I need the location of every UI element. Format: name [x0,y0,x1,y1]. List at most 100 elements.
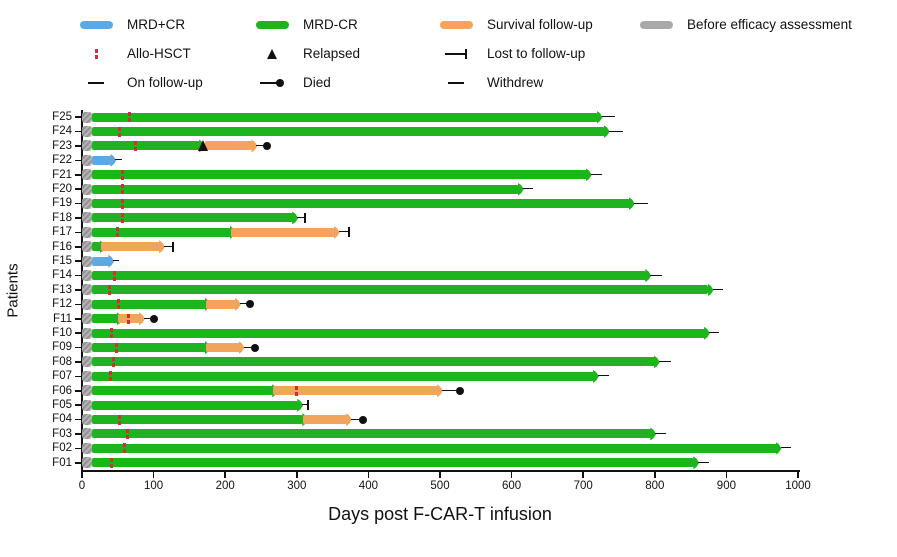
mrd-neg-cr-icon [255,20,289,29]
segment-green [92,127,605,137]
y-tick-label: F16 [52,240,72,253]
terminal-line-died [350,418,363,420]
x-tick-label: 300 [287,480,307,492]
y-tick-label: F22 [52,154,72,167]
segment-before [82,270,93,282]
segment-before [82,198,93,210]
y-tick-label: F13 [52,283,72,296]
terminal-line-lost_to_follow_up [302,404,309,406]
patient-row-F07 [82,369,798,383]
x-tick-label: 100 [144,480,164,492]
y-tick [75,188,81,190]
segment-end-cap [628,197,635,211]
terminal-line-on_follow_up [601,116,616,118]
segment-orange [205,299,236,309]
legend-marker-wrap [438,20,474,29]
y-tick [75,159,81,162]
segment-end-cap [517,182,524,196]
y-tick-label: F04 [52,413,72,426]
x-tick [296,472,298,478]
legend-item-relapsed: Relapsed [254,46,438,61]
patient-row-F05 [82,398,798,412]
allo-hsct-marker [120,212,124,223]
before-efficacy-assessment-icon [639,20,673,29]
y-tick-label: F02 [52,442,72,455]
terminal-line-withdrew [113,260,120,262]
legend-item-mrd-pos-cr: MRD+CR [78,17,254,32]
segment-before [82,140,93,152]
y-tick [75,318,81,320]
segment-end-cap [234,297,241,311]
segment-green [92,170,587,180]
segment-before [82,183,93,195]
x-tick-label: 800 [645,480,665,492]
segment-green [92,299,206,309]
allo-hsct-marker [117,299,121,310]
y-tick-label: F06 [52,384,72,397]
x-axis-title: Days post F-CAR-T infusion [328,504,552,524]
y-tick-label: F14 [52,269,72,282]
patient-row-F10 [82,326,798,340]
x-tick-label: 900 [716,480,736,492]
segment-green [92,184,519,194]
legend-item-before-efficacy-assessment: Before efficacy assessment [638,17,897,32]
x-tick-label: 200 [215,480,235,492]
lost-to-follow-up-marker [348,227,350,238]
segment-end-cap [775,441,782,455]
segment-end-cap [592,369,599,383]
allo-hsct-marker [112,270,116,281]
segment-end-cap [707,283,714,297]
y-tick [75,260,81,262]
legend: MRD+CR MRD-CR Survival follow-up Before eff… [78,10,897,97]
legend-item-died: Died [254,75,438,90]
allo-hsct-marker [128,112,132,123]
segment-end-cap [653,355,660,369]
patient-row-F21 [82,168,798,182]
legend-label: MRD-CR [303,17,358,32]
patient-row-F13 [82,283,798,297]
died-marker [358,415,367,424]
patient-row-F23 [82,139,798,153]
allo-hsct-marker [114,342,118,353]
x-tick [367,472,370,478]
patient-row-F22 [82,153,798,167]
y-tick [75,289,81,291]
terminal-line-died [441,389,461,391]
segment-end-cap [693,456,700,470]
segment-end-cap [436,384,443,398]
patient-row-F08 [82,355,798,369]
segment-end-cap [238,341,245,355]
y-tick-label: F19 [52,197,72,210]
segment-green [92,227,231,237]
x-tick [582,472,584,478]
segment-end-cap [159,240,166,254]
x-tick [81,472,83,478]
x-tick [439,472,441,478]
y-tick [75,202,81,205]
segment-before [82,111,93,123]
withdrew-icon [448,81,464,84]
segment-orange [205,141,253,151]
y-tick [75,462,81,464]
terminal-line-lost_to_follow_up [297,216,306,218]
legend-item-lost-to-follow-up: Lost to follow-up [438,46,638,61]
segment-green [92,213,294,223]
relapsed-marker [198,139,208,151]
segment-end-cap [292,211,299,225]
x-tick-label: 400 [358,480,378,492]
y-tick-label: F17 [52,226,72,239]
died-icon [260,78,284,87]
terminal-line-on_follow_up [522,188,534,190]
segment-green [92,415,304,425]
patient-row-F24 [82,124,798,139]
terminal-line-on_follow_up [633,202,648,204]
legend-label: On follow-up [127,75,203,90]
terminal-line-on_follow_up [780,447,791,449]
terminal-line-lost_to_follow_up [338,231,350,233]
died-marker [150,314,159,323]
x-tick [654,472,656,478]
segment-before [82,154,93,166]
y-tick [75,130,81,133]
y-tick-label: F15 [52,255,72,267]
